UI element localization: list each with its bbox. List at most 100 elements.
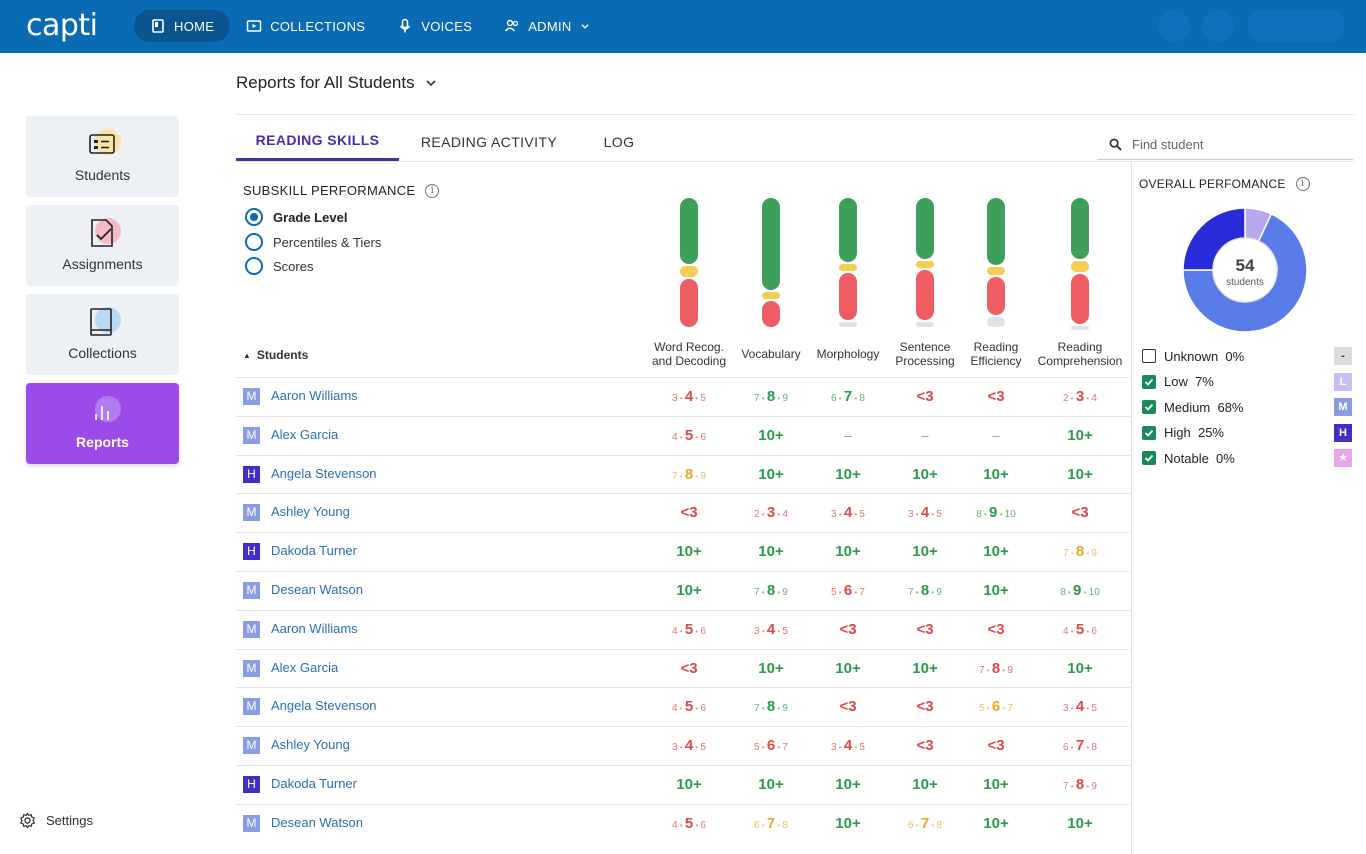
score-value: 10+ <box>835 465 861 483</box>
bar-segment-yellow <box>839 263 857 271</box>
table-row[interactable]: M Alex Garcia <3 10+ 10+ 10+ 7 • 8 • 9 10+ <box>236 648 1130 688</box>
subskill-bar[interactable] <box>1071 197 1089 331</box>
radio-grade-level[interactable]: Grade Level <box>245 208 347 226</box>
overall-donut-chart: 54 students <box>1182 207 1308 333</box>
score-separator: • <box>929 510 937 520</box>
score-value: 10+ <box>1067 659 1093 677</box>
score-cell: 7 • 8 • 9 <box>1040 543 1120 560</box>
radio-scores[interactable]: Scores <box>245 257 313 275</box>
radio-button[interactable] <box>245 208 263 226</box>
student-name-link[interactable]: Dakoda Turner <box>271 543 357 559</box>
score-cell: <3 <box>808 621 888 638</box>
sidebar-item-collections[interactable]: Collections <box>26 294 179 375</box>
level-badge: M <box>243 698 260 716</box>
table-row[interactable]: H Angela Stevenson 7 • 8 • 9 10+ 10+ 10+ 10+ 10… <box>236 454 1130 494</box>
student-name-link[interactable]: Desean Watson <box>271 582 364 597</box>
column-header[interactable]: Vocabulary <box>721 347 821 361</box>
score-cell: 2 • 3 • 4 <box>1040 388 1120 405</box>
legend-checkbox[interactable] <box>1142 374 1156 389</box>
legend-checkbox[interactable] <box>1142 451 1156 466</box>
student-name-link[interactable]: Alex Garcia <box>271 426 339 442</box>
sidebar-item-assignments[interactable]: Assignments <box>26 205 179 286</box>
legend-checkbox[interactable] <box>1142 425 1156 440</box>
report-scope-dropdown[interactable]: Reports for All Students <box>236 73 437 93</box>
student-name-link[interactable]: Angela Stevenson <box>271 698 377 714</box>
radio-button[interactable] <box>245 257 263 275</box>
student-name-link[interactable]: Aaron Williams <box>271 620 358 636</box>
score-separator: • <box>775 704 783 714</box>
score-range: 9 <box>936 587 942 598</box>
top-button-1[interactable] <box>1158 10 1190 42</box>
info-icon[interactable]: i <box>1295 177 1310 191</box>
tab-reading-activity[interactable]: READING ACTIVITY <box>399 122 579 161</box>
bar-segment-green <box>987 198 1005 266</box>
student-name-link[interactable]: Dakoda Turner <box>271 776 357 791</box>
score-cell: <3 <box>649 660 729 677</box>
students-column-header[interactable]: ▲ Students <box>243 348 308 362</box>
subskill-bar[interactable] <box>916 197 934 328</box>
score-range: 5 <box>1091 703 1097 715</box>
table-row[interactable]: M Alex Garcia 4 • 5 • 6 10+ – – – 10+ <box>236 415 1130 455</box>
legend-item-notable[interactable]: Notable 0% ★ <box>1142 449 1352 468</box>
settings-link[interactable]: Settings <box>19 812 93 829</box>
student-name-link[interactable]: Aaron Williams <box>271 388 358 403</box>
score-value: 10+ <box>912 465 938 483</box>
legend-checkbox[interactable] <box>1142 400 1156 415</box>
score-cell: 10+ <box>808 543 888 560</box>
column-header-line: Reading <box>973 340 1019 354</box>
capti-logo[interactable]: capti <box>26 8 98 43</box>
column-header[interactable]: Word Recog. and Decoding <box>639 340 739 368</box>
sidebar-item-label: Collections <box>68 345 137 361</box>
student-name-link[interactable]: Desean Watson <box>271 814 364 830</box>
student-name-link[interactable]: Angela Stevenson <box>271 465 377 481</box>
bar-segment-red <box>1071 273 1089 325</box>
table-row[interactable]: H Dakoda Turner 10+ 10+ 10+ 10+ 10+ 7 • 8 • 9 <box>236 765 1130 804</box>
divider <box>236 114 1354 115</box>
nav-home[interactable]: HOME <box>134 10 231 42</box>
top-button-3[interactable] <box>1247 10 1345 42</box>
student-name-link[interactable]: Ashley Young <box>271 504 350 520</box>
student-name-link[interactable]: Alex Garcia <box>271 659 339 675</box>
subskill-bar[interactable] <box>839 197 857 328</box>
score-separator: • <box>836 588 844 597</box>
nav-collections[interactable]: COLLECTIONS <box>230 10 381 42</box>
column-header[interactable]: Reading Efficiency <box>946 340 1046 368</box>
radio-button[interactable] <box>245 233 263 251</box>
column-header[interactable]: Sentence Processing <box>875 340 975 368</box>
student-name-link[interactable]: Ashley Young <box>271 737 350 753</box>
top-button-2[interactable] <box>1202 10 1234 42</box>
subskill-bar[interactable] <box>987 197 1005 328</box>
tab-log[interactable]: LOG <box>579 122 659 161</box>
subskill-bar[interactable] <box>762 197 780 328</box>
legend-item-low[interactable]: Low 7% L <box>1142 372 1352 391</box>
table-row[interactable]: H Dakoda Turner 10+ 10+ 10+ 10+ 10+ 7 • 8 • 9 <box>236 532 1130 571</box>
sidebar-item-reports[interactable]: Reports <box>26 383 179 464</box>
level-badge: M <box>243 582 260 599</box>
search-input[interactable]: Find student <box>1097 130 1353 160</box>
sidebar-item-students[interactable]: Students <box>26 116 179 197</box>
nav-admin[interactable]: ADMIN <box>488 10 605 42</box>
legend-item-medium[interactable]: Medium 68% M <box>1142 398 1352 417</box>
nav-voices[interactable]: VOICES <box>381 10 488 42</box>
score-range: 4 <box>672 431 678 443</box>
score-separator: • <box>759 626 767 636</box>
score-cell: 8 • 9 • 10 <box>956 504 1036 521</box>
subskill-bar[interactable] <box>680 197 698 328</box>
column-header[interactable]: Reading Comprehension <box>1030 340 1130 368</box>
legend-item-unknown[interactable]: Unknown 0% - <box>1142 347 1352 365</box>
tab-reading-skills[interactable]: READING SKILLS <box>236 122 399 161</box>
column-header[interactable]: Morphology <box>798 347 898 361</box>
info-icon[interactable]: i <box>425 183 440 198</box>
legend-item-high[interactable]: High 25% H <box>1142 423 1352 442</box>
students-header-label: Students <box>256 348 309 362</box>
legend-checkbox[interactable] <box>1142 349 1156 363</box>
score-cell: <3 <box>808 698 888 715</box>
radio-percentiles-tiers[interactable]: Percentiles & Tiers <box>245 233 381 251</box>
